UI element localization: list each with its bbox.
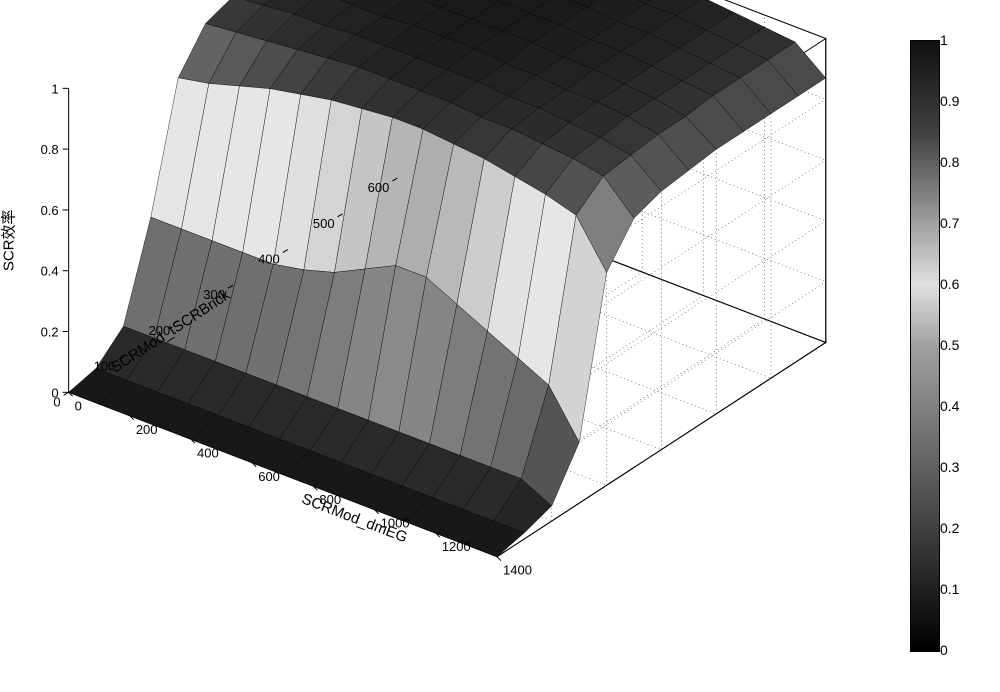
- colorbar-tick: 0.1: [940, 581, 959, 597]
- svg-text:1400: 1400: [503, 563, 532, 578]
- colorbar-tick: 0.8: [940, 154, 959, 170]
- colorbar-tick: 0.2: [940, 520, 959, 536]
- svg-text:0.6: 0.6: [41, 203, 59, 218]
- svg-text:0: 0: [75, 398, 82, 413]
- svg-text:0.4: 0.4: [41, 264, 59, 279]
- surface-plot: 00.20.40.60.8101002003004005006000200400…: [70, 45, 890, 665]
- svg-text:1200: 1200: [442, 539, 471, 554]
- colorbar-tick: 0.3: [940, 459, 959, 475]
- svg-text:0.8: 0.8: [41, 142, 59, 157]
- colorbar-tick: 0.5: [940, 337, 959, 353]
- svg-text:200: 200: [136, 422, 158, 437]
- colorbar-ticks: 00.10.20.30.40.50.60.70.80.91: [940, 40, 980, 650]
- colorbar-gradient: [910, 40, 940, 652]
- svg-text:1: 1: [51, 81, 58, 96]
- svg-text:600: 600: [258, 469, 280, 484]
- colorbar-tick: 0.7: [940, 215, 959, 231]
- surface-svg: 00.20.40.60.8101002003004005006000200400…: [70, 45, 890, 665]
- colorbar-tick: 1: [940, 32, 948, 48]
- svg-text:500: 500: [313, 216, 335, 231]
- colorbar-tick: 0.9: [940, 93, 959, 109]
- colorbar-tick: 0.4: [940, 398, 959, 414]
- svg-text:600: 600: [368, 180, 390, 195]
- colorbar-tick: 0: [940, 642, 948, 658]
- colorbar-tick: 0.6: [940, 276, 959, 292]
- svg-text:0: 0: [53, 394, 60, 409]
- svg-text:400: 400: [197, 445, 219, 460]
- svg-text:0.2: 0.2: [41, 325, 59, 340]
- colorbar: 00.10.20.30.40.50.60.70.80.91: [910, 40, 960, 650]
- figure-container: 全部是NO时SCR效率 00.20.40.60.8101002003004005…: [40, 10, 960, 682]
- svg-text:400: 400: [258, 252, 280, 267]
- svg-text:SCR效率: SCR效率: [1, 209, 18, 271]
